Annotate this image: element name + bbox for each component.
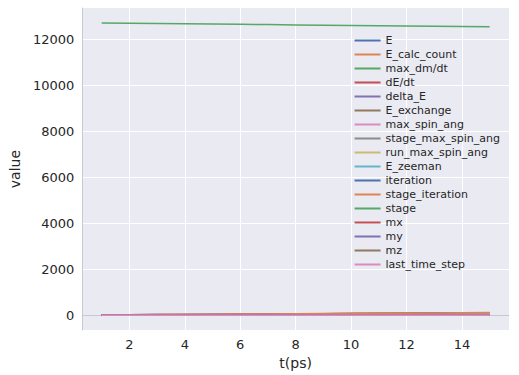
svg-text:2: 2 (125, 337, 133, 352)
svg-text:4000: 4000 (41, 216, 74, 231)
svg-text:run_max_spin_ang: run_max_spin_ang (386, 146, 488, 159)
svg-text:iteration: iteration (386, 174, 432, 187)
svg-text:14: 14 (454, 337, 471, 352)
svg-text:stage: stage (386, 202, 417, 215)
svg-text:4: 4 (181, 337, 189, 352)
svg-text:2000: 2000 (41, 262, 74, 277)
svg-text:10000: 10000 (33, 78, 74, 93)
svg-text:stage_iteration: stage_iteration (386, 188, 469, 201)
svg-text:6: 6 (236, 337, 244, 352)
svg-text:t(ps): t(ps) (279, 355, 312, 371)
svg-text:mz: mz (386, 244, 403, 257)
svg-text:6000: 6000 (41, 170, 74, 185)
svg-text:delta_E: delta_E (386, 90, 426, 103)
svg-text:E: E (386, 34, 393, 47)
svg-text:max_spin_ang: max_spin_ang (386, 118, 464, 131)
svg-text:value: value (7, 150, 23, 188)
svg-text:12: 12 (398, 337, 415, 352)
svg-text:8000: 8000 (41, 124, 74, 139)
svg-text:E_calc_count: E_calc_count (386, 48, 458, 61)
svg-text:stage_max_spin_ang: stage_max_spin_ang (386, 132, 500, 145)
svg-text:10: 10 (343, 337, 360, 352)
svg-text:0: 0 (66, 308, 74, 323)
svg-text:8: 8 (291, 337, 299, 352)
svg-text:dE/dt: dE/dt (386, 76, 416, 89)
svg-text:E_exchange: E_exchange (386, 104, 452, 117)
svg-text:12000: 12000 (33, 32, 74, 47)
svg-text:max_dm/dt: max_dm/dt (386, 62, 449, 75)
svg-text:my: my (386, 230, 404, 243)
svg-text:mx: mx (386, 216, 404, 229)
svg-text:last_time_step: last_time_step (386, 258, 466, 271)
svg-text:E_zeeman: E_zeeman (386, 160, 442, 173)
